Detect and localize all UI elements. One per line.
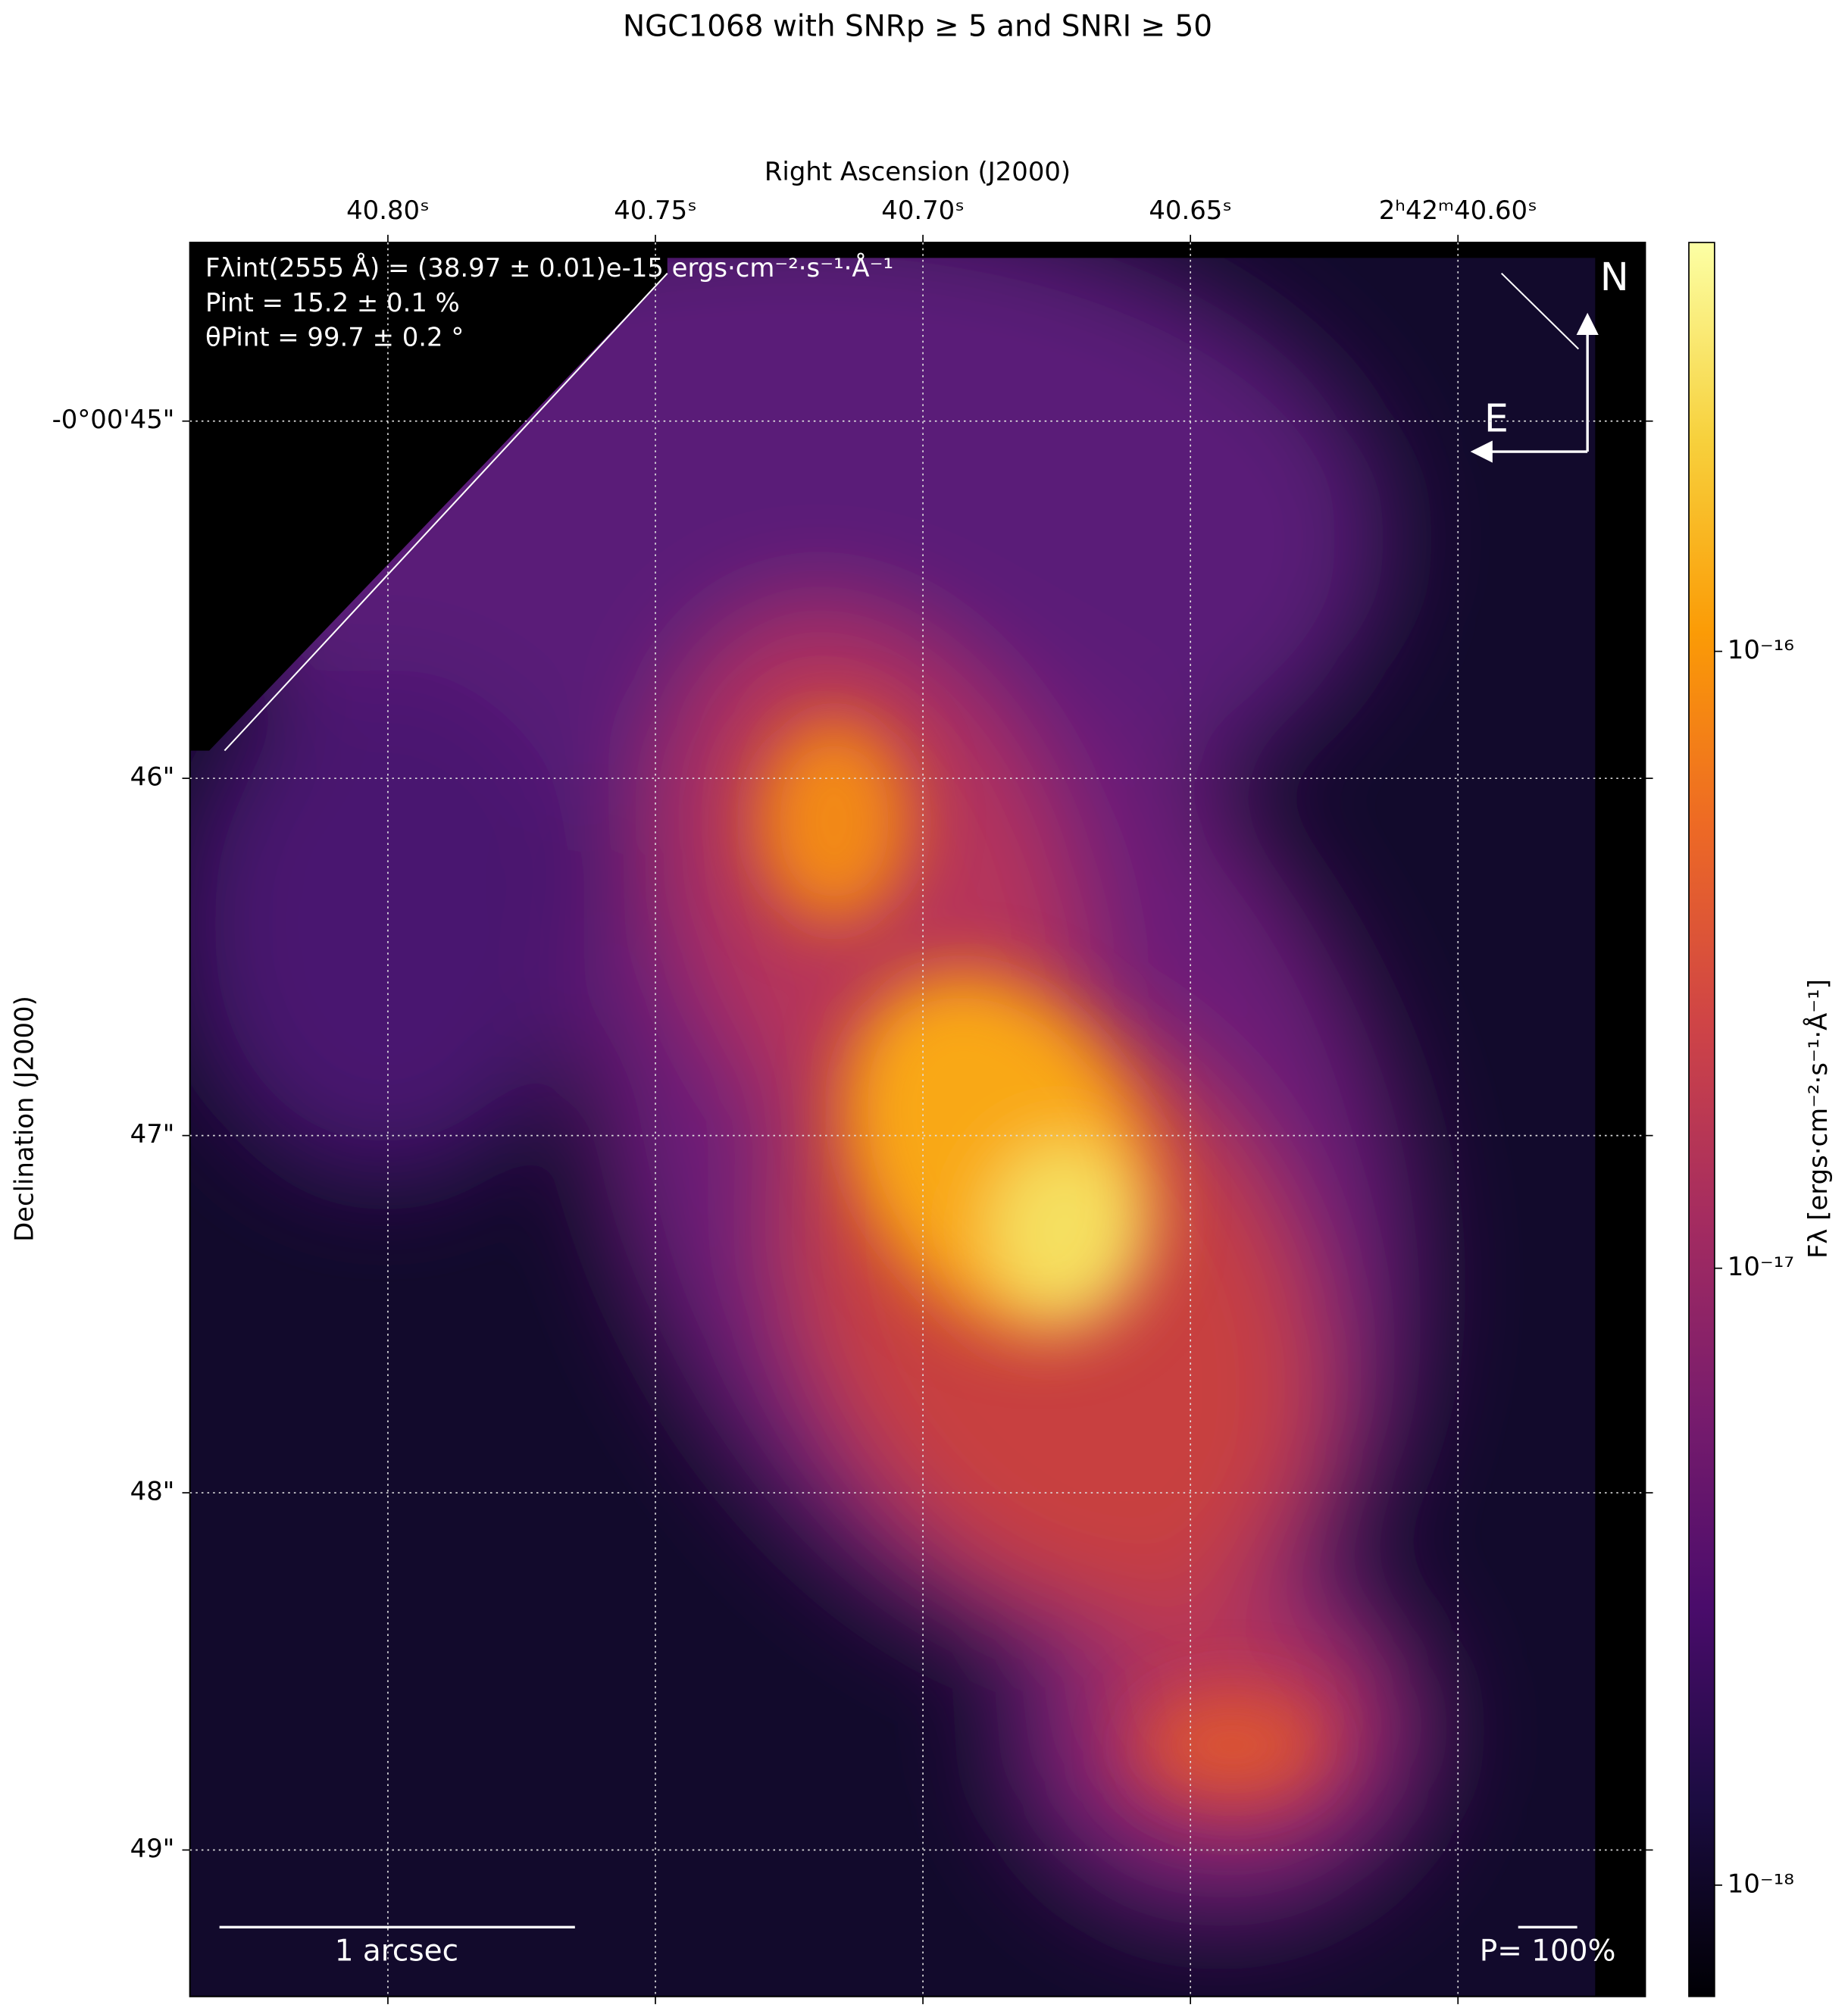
colorbar-label: Fλ [ergs·cm⁻²·s⁻¹·Å⁻¹] bbox=[1803, 979, 1833, 1259]
y-tick-label: 47" bbox=[130, 1119, 175, 1149]
x-tick-label: 40.75ˢ bbox=[614, 195, 697, 225]
chart-title: NGC1068 with SNRp ≥ 5 and SNRI ≥ 50 bbox=[623, 10, 1212, 44]
x-tick-label: 40.65ˢ bbox=[1149, 195, 1232, 225]
y-tick-label: -0°00'45" bbox=[52, 405, 175, 434]
colorbar-tick-label: 10⁻¹⁶ bbox=[1728, 635, 1794, 665]
plot-frame bbox=[189, 242, 1646, 1997]
intensity-map bbox=[189, 242, 1646, 1997]
compass bbox=[1470, 312, 1599, 463]
y-tick-label: 46" bbox=[130, 762, 175, 792]
x-tick-label: 2ʰ42ᵐ40.60ˢ bbox=[1379, 195, 1537, 225]
y-axis-label: Declination (J2000) bbox=[9, 996, 39, 1242]
x-tick-label: 40.70ˢ bbox=[881, 195, 965, 225]
scale-bar-label: 1 arcsec bbox=[335, 1934, 458, 1969]
y-tick-label: 48" bbox=[130, 1477, 175, 1506]
x-tick-label: 40.80ˢ bbox=[346, 195, 430, 225]
colorbar bbox=[1688, 242, 1715, 1997]
annotation: Fλint(2555 Å) = (38.97 ± 0.01)e-15 ergs·… bbox=[205, 252, 893, 283]
polarization-scale-label: P= 100% bbox=[1480, 1934, 1616, 1969]
colorbar-tick-label: 10⁻¹⁸ bbox=[1728, 1869, 1794, 1898]
x-axis-label: Right Ascension (J2000) bbox=[765, 157, 1071, 186]
colorbar-tick-label: 10⁻¹⁷ bbox=[1728, 1252, 1794, 1281]
compass-label: N bbox=[1600, 255, 1629, 299]
annotation: Pint = 15.2 ± 0.1 % bbox=[205, 288, 460, 317]
compass-label: E bbox=[1484, 396, 1509, 440]
y-tick-label: 49" bbox=[130, 1834, 175, 1863]
annotation: θPint = 99.7 ± 0.2 ° bbox=[205, 323, 464, 352]
